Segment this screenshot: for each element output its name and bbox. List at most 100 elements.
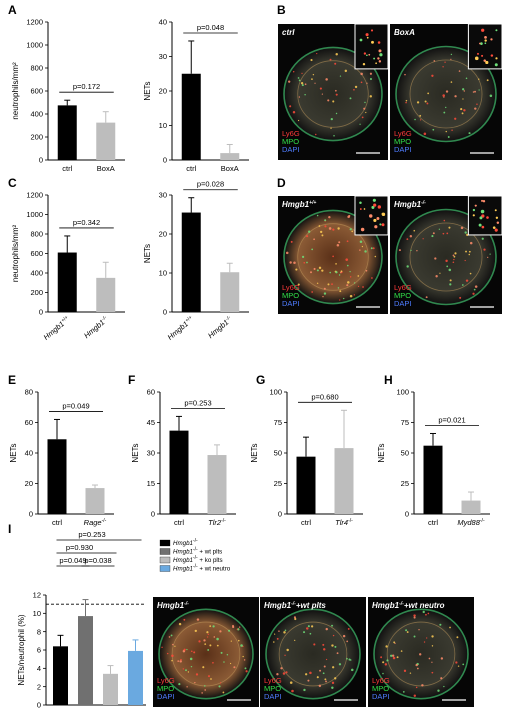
cell-dot bbox=[444, 61, 446, 63]
cell-dot bbox=[380, 656, 383, 659]
cell-dot bbox=[325, 78, 328, 81]
cell-dot bbox=[216, 637, 219, 641]
cell-dot bbox=[316, 676, 319, 679]
y-axis-label: NETs bbox=[131, 443, 140, 462]
y-tick-label: 10 bbox=[33, 609, 41, 618]
x-tick-label: Tlr4-/- bbox=[335, 518, 353, 527]
bar bbox=[220, 153, 240, 160]
cell-dot bbox=[316, 214, 319, 217]
cell-dot bbox=[357, 275, 360, 277]
cell-dot bbox=[301, 84, 304, 87]
y-tick-label: 400 bbox=[30, 110, 43, 119]
inset-dot bbox=[484, 42, 487, 45]
inset-dot bbox=[376, 217, 380, 220]
cell-dot bbox=[347, 627, 350, 630]
cell-dot bbox=[325, 627, 328, 631]
cell-dot bbox=[240, 644, 243, 647]
cell-dot bbox=[303, 631, 306, 634]
cell-dot bbox=[349, 294, 353, 298]
cell-dot bbox=[336, 652, 339, 655]
bar bbox=[47, 439, 67, 514]
inset-dot bbox=[377, 41, 381, 44]
cell-dot bbox=[213, 636, 216, 638]
cell-dot bbox=[210, 678, 212, 680]
cell-dot bbox=[331, 686, 334, 689]
cell-dot bbox=[323, 648, 326, 651]
cell-dot bbox=[292, 71, 295, 73]
y-axis-label: neutrophils/mm² bbox=[11, 62, 20, 120]
cell-dot bbox=[431, 645, 434, 647]
y-tick-label: 0 bbox=[29, 510, 33, 519]
cell-dot bbox=[409, 672, 412, 674]
cell-dot bbox=[332, 255, 334, 258]
cell-dot bbox=[232, 624, 235, 627]
cell-dot bbox=[303, 261, 306, 264]
cell-dot bbox=[171, 659, 173, 662]
cell-dot bbox=[311, 78, 313, 80]
y-tick-label: 50 bbox=[274, 449, 282, 458]
cell-dot bbox=[337, 287, 340, 289]
marker-label-mpo: MPO bbox=[157, 684, 174, 693]
cell-dot bbox=[216, 644, 219, 647]
cell-dot bbox=[464, 259, 466, 262]
cell-dot bbox=[440, 677, 443, 680]
cell-dot bbox=[405, 629, 408, 632]
cell-dot bbox=[286, 648, 289, 652]
inset-dot bbox=[479, 42, 481, 45]
inset-dot bbox=[366, 54, 368, 57]
cell-dot bbox=[307, 679, 310, 682]
panel-label: D bbox=[277, 176, 286, 190]
cell-dot bbox=[245, 670, 248, 673]
inset-dot bbox=[484, 39, 487, 42]
inset-dot bbox=[378, 60, 382, 63]
cell-dot bbox=[359, 249, 361, 251]
cell-dot bbox=[316, 269, 319, 272]
cell-dot bbox=[363, 107, 366, 110]
y-tick-label: 20 bbox=[25, 479, 33, 488]
panel-label: H bbox=[384, 373, 393, 387]
cell-dot bbox=[406, 631, 409, 633]
cell-dot bbox=[431, 671, 434, 674]
cell-dot bbox=[446, 232, 449, 235]
cell-dot bbox=[435, 275, 438, 278]
cell-dot bbox=[336, 243, 340, 247]
cell-dot bbox=[304, 83, 307, 86]
cell-dot bbox=[203, 685, 206, 687]
bar bbox=[85, 488, 105, 514]
cell-dot bbox=[195, 673, 199, 676]
cell-dot bbox=[392, 656, 396, 660]
cell-dot bbox=[416, 250, 418, 252]
inset-dot bbox=[359, 201, 362, 204]
marker-label-mpo: MPO bbox=[394, 137, 411, 146]
cell-dot bbox=[438, 228, 440, 230]
cell-dot bbox=[295, 268, 298, 271]
y-tick-label: 10 bbox=[159, 269, 167, 278]
chart-f: 0 15 30 45 60 NETs ctrl Tlr2-/- p=0.253 F bbox=[128, 373, 236, 527]
cell-dot bbox=[419, 653, 422, 656]
cell-dot bbox=[339, 290, 342, 293]
cell-dot bbox=[431, 235, 434, 238]
cell-dot bbox=[353, 282, 356, 284]
inset-dot bbox=[472, 208, 476, 212]
cell-dot bbox=[423, 641, 426, 643]
inset-dot bbox=[365, 33, 369, 37]
legend-swatch bbox=[159, 539, 171, 547]
cell-dot bbox=[244, 667, 247, 670]
cell-dot bbox=[454, 95, 457, 98]
cell-dot bbox=[422, 238, 424, 240]
cell-dot bbox=[294, 617, 297, 621]
y-tick-label: 800 bbox=[30, 230, 43, 239]
cell-dot bbox=[332, 228, 335, 231]
tissue-ring bbox=[297, 223, 369, 291]
cell-dot bbox=[233, 666, 236, 669]
cell-dot bbox=[292, 111, 296, 114]
cell-dot bbox=[338, 274, 341, 276]
micrographs-layer: BctrlLy6GMPODAPIBoxALy6GMPODAPIDHmgb1+/+… bbox=[153, 3, 503, 707]
panel-label: G bbox=[256, 373, 265, 387]
cell-dot bbox=[474, 107, 477, 110]
cell-dot bbox=[398, 249, 401, 252]
cell-dot bbox=[189, 657, 193, 661]
